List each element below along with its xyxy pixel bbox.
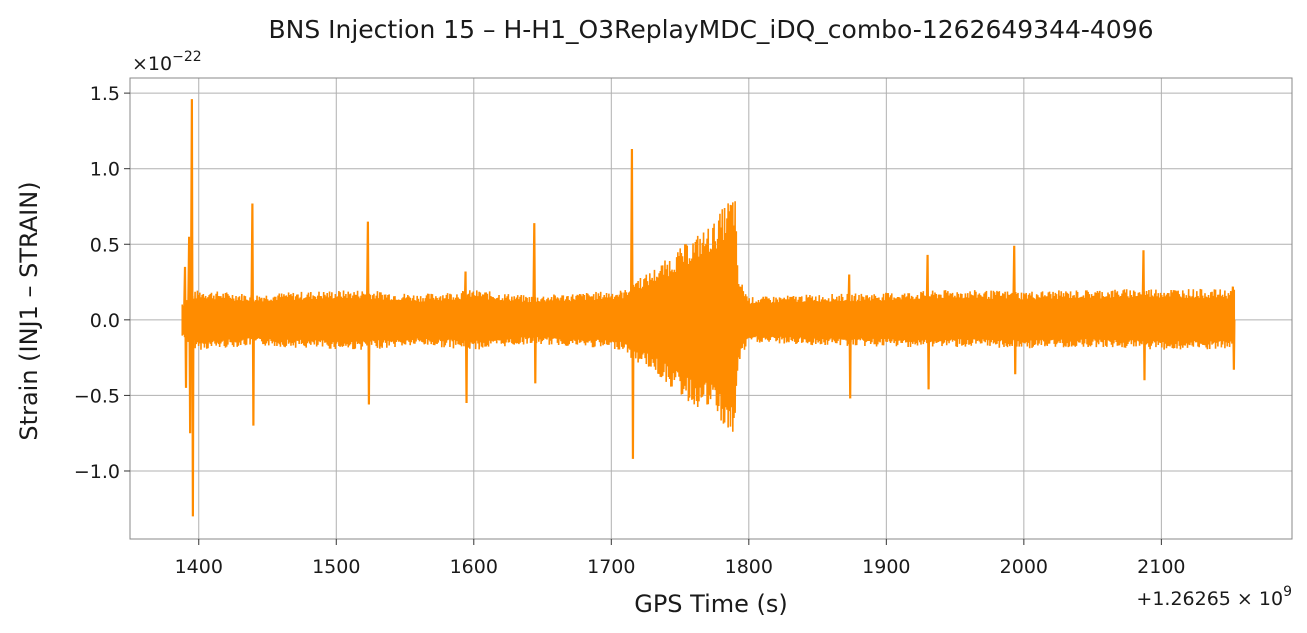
axes-frame [129, 77, 1293, 540]
y-tick-label: 1.5 [90, 83, 120, 105]
x-tick-label: 1500 [312, 556, 360, 578]
x-tick-label: 2100 [1137, 556, 1185, 578]
y-scale-multiplier: ×10−22 [132, 49, 202, 75]
glitch-spike [365, 221, 371, 405]
strain-trace [181, 201, 1236, 432]
x-tick-label: 1800 [725, 556, 773, 578]
y-tick-label: 0.5 [90, 234, 120, 256]
y-tick-label: 1.0 [90, 159, 120, 181]
y-axis-title: Strain (INJ1 – STRAIN) [15, 181, 43, 440]
glitch-spike [847, 274, 852, 399]
glitch-spike [463, 271, 469, 403]
x-tick-label: 1900 [862, 556, 910, 578]
y-axis-ticks: −1.0 −0.5 0.0 0.5 1.0 1.5 [74, 83, 130, 483]
x-tick-label: 1700 [587, 556, 635, 578]
glitch-spike [1230, 286, 1236, 370]
glitch-spike [629, 149, 635, 459]
glitch-spike [182, 266, 188, 388]
plot-area [181, 99, 1236, 517]
x-axis-ticks: 1400 1500 1600 1700 1800 1900 2000 2100 [175, 539, 1186, 578]
glitch-spike [189, 99, 195, 517]
glitch-spike [925, 254, 931, 390]
x-tick-label: 1400 [175, 556, 223, 578]
y-scale-base: ×10 [132, 53, 172, 75]
glitch-spike [250, 203, 255, 426]
x-offset-exponent: 9 [1283, 584, 1292, 600]
x-offset-label: +1.26265 × 109 [1136, 584, 1292, 610]
y-tick-label: −1.0 [74, 461, 120, 483]
y-tick-label: −0.5 [74, 385, 120, 407]
x-offset-base: +1.26265 × 10 [1136, 588, 1283, 610]
x-tick-label: 1600 [450, 556, 498, 578]
glitch-spike [1012, 245, 1017, 375]
x-tick-label: 2000 [1000, 556, 1048, 578]
glitch-spike [532, 223, 537, 384]
y-tick-label: 0.0 [90, 310, 120, 332]
y-scale-exponent: −22 [172, 49, 202, 65]
glitch-spike [1141, 250, 1147, 381]
chart-title: BNS Injection 15 – H-H1_O3ReplayMDC_iDQ_… [268, 15, 1153, 44]
x-axis-title: GPS Time (s) [634, 590, 788, 618]
glitch-spike [187, 236, 192, 434]
